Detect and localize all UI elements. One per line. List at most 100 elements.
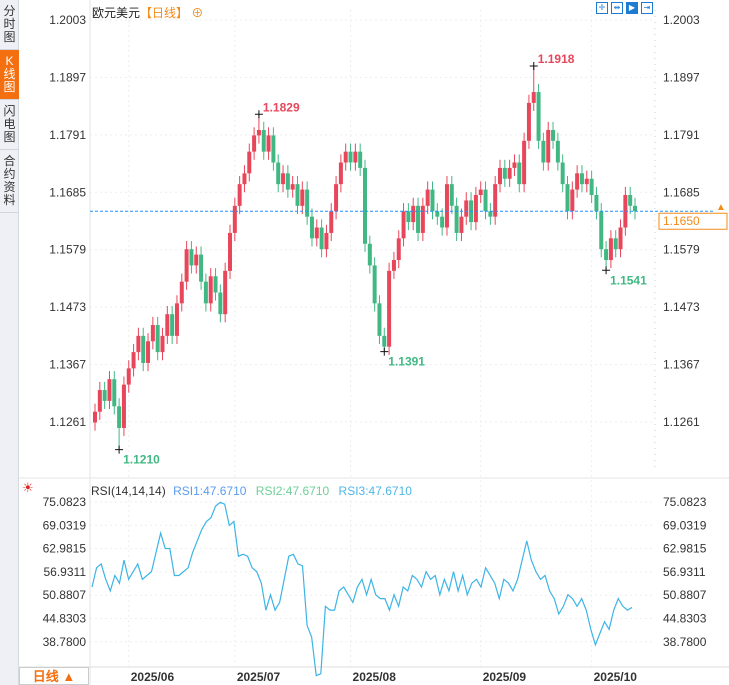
- candle-body: [208, 276, 213, 304]
- current-price-label: 1.1650: [663, 214, 700, 228]
- price-tick-right: 1.1261: [663, 415, 700, 429]
- candle-body: [363, 167, 367, 244]
- rsi-tick-right: 38.7800: [663, 635, 707, 649]
- price-tick-left: 1.1791: [49, 128, 86, 142]
- candle-body: [633, 205, 637, 212]
- candle-body: [223, 270, 228, 315]
- rsi-legend: RSI(14,14,14) RSI1:47.6710 RSI2:47.6710 …: [91, 484, 412, 498]
- candle-body: [613, 238, 618, 250]
- candle-body: [396, 238, 401, 261]
- rsi-title: RSI(14,14,14): [91, 484, 166, 498]
- candle-body: [112, 379, 117, 407]
- rsi1-value: RSI1:47.6710: [173, 484, 247, 498]
- sun-settings-icon[interactable]: ☀: [22, 480, 34, 495]
- range-icon[interactable]: ⇹: [611, 2, 623, 14]
- candle-body: [203, 281, 208, 304]
- extreme-marker: [602, 266, 611, 275]
- candle-body: [498, 167, 502, 185]
- candle-body: [387, 270, 392, 347]
- price-tick-left: 1.1579: [49, 243, 86, 257]
- candle-body: [522, 140, 527, 185]
- candle-body: [324, 232, 329, 250]
- chart-toolbar: ✛ ⇹ ▶ ⇥: [596, 2, 653, 14]
- candle-body: [314, 227, 319, 239]
- candle-body: [194, 254, 199, 266]
- price-tick-right: 1.1897: [663, 70, 700, 84]
- crosshair-icon[interactable]: ✛: [596, 2, 608, 14]
- candle-body: [295, 184, 300, 206]
- sidebar-item-contract-info[interactable]: 合约资料: [0, 150, 19, 213]
- rsi-tick-right: 56.9311: [663, 565, 706, 579]
- extreme-label: 1.1541: [610, 273, 647, 287]
- candle-body: [531, 92, 536, 103]
- date-tick: 2025/09: [483, 670, 527, 684]
- extreme-label: 1.1391: [388, 355, 425, 369]
- sidebar-item-flash[interactable]: 闪电图: [0, 100, 19, 150]
- price-tick-left: 1.2003: [49, 13, 86, 27]
- candle-body: [300, 189, 305, 206]
- candle-body: [546, 129, 551, 163]
- timeframe-selector[interactable]: 日线 ▲: [19, 667, 89, 685]
- play-forward-icon[interactable]: ▶: [626, 2, 638, 14]
- candle-body: [367, 243, 372, 266]
- candle-body: [107, 379, 112, 401]
- candle-body: [449, 184, 454, 206]
- rsi-tick-right: 69.0319: [663, 518, 707, 532]
- candle-body: [232, 205, 237, 233]
- candle-body: [329, 211, 334, 233]
- price-tick-right: 1.1685: [663, 185, 700, 199]
- candle-body: [575, 173, 580, 190]
- symbol-name: 欧元美元: [92, 6, 141, 20]
- scroll-right-icon[interactable]: ⇥: [641, 2, 653, 14]
- candle-body: [343, 151, 348, 163]
- price-tick-left: 1.1897: [49, 70, 86, 84]
- candle-body: [266, 135, 271, 152]
- candle-body: [285, 173, 290, 190]
- candle-body: [584, 178, 589, 185]
- candle-body: [247, 151, 252, 174]
- candle-body: [102, 390, 107, 401]
- candle-body: [170, 314, 175, 336]
- sidebar-item-kline[interactable]: K线图: [0, 50, 19, 100]
- candle-body: [290, 184, 295, 190]
- candle-body: [218, 292, 223, 315]
- candle-body: [488, 211, 493, 217]
- candle-body: [406, 211, 411, 223]
- candle-body: [131, 352, 136, 369]
- rsi-tick-left: 38.7800: [43, 635, 87, 649]
- date-tick: 2025/06: [131, 670, 175, 684]
- candle-body: [551, 129, 556, 141]
- price-tick-right: 1.1579: [663, 243, 700, 257]
- candle-body: [391, 260, 396, 271]
- candle-body: [309, 216, 314, 239]
- sidebar: 分时图 K线图 闪电图 合约资料: [0, 0, 19, 685]
- candle-body: [555, 140, 560, 163]
- candle-body: [353, 151, 358, 163]
- candle-body: [478, 189, 483, 195]
- candle-body: [502, 167, 507, 179]
- candle-body: [189, 249, 194, 266]
- candle-body: [594, 194, 599, 212]
- candle-body: [213, 276, 218, 293]
- date-tick: 2025/08: [353, 670, 397, 684]
- current-price-box: [658, 212, 728, 230]
- candle-body: [237, 184, 242, 206]
- candle-body: [565, 184, 570, 212]
- price-tick-left: 1.1367: [49, 358, 86, 372]
- candle-body: [473, 194, 478, 223]
- chart-title: 欧元美元【日线】 ⊕: [92, 4, 203, 21]
- rsi-tick-left: 69.0319: [43, 518, 87, 532]
- candle-body: [121, 384, 126, 428]
- candle-body: [599, 211, 604, 250]
- plus-circle-icon[interactable]: ⊕: [188, 6, 204, 20]
- timeframe-label[interactable]: 【日线】: [140, 6, 189, 20]
- candle-body: [150, 325, 155, 342]
- candle-body: [483, 189, 488, 212]
- candle-body: [401, 211, 406, 239]
- candle-body: [444, 184, 449, 228]
- candle-body: [174, 303, 179, 336]
- sidebar-item-timeshare[interactable]: 分时图: [0, 0, 19, 50]
- extreme-marker: [529, 62, 538, 71]
- candle-body: [507, 167, 512, 179]
